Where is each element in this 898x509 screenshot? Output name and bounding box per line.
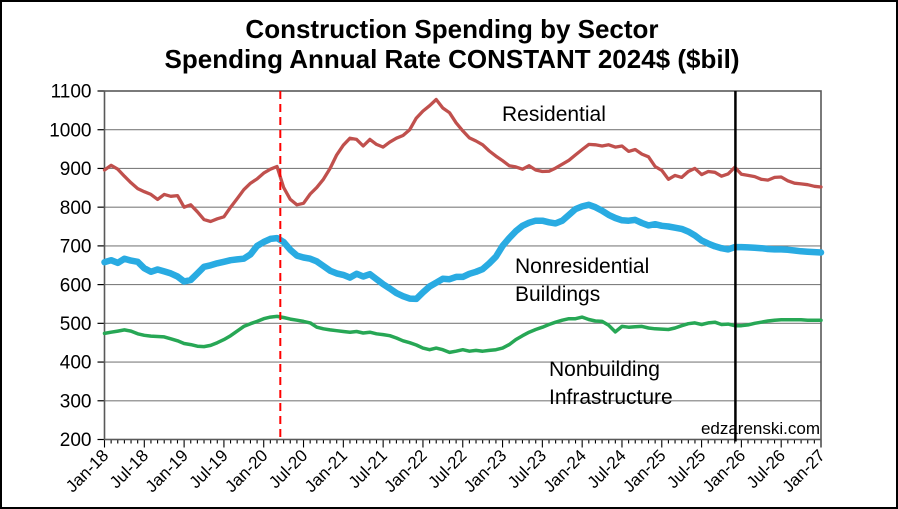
svg-text:500: 500 xyxy=(60,314,92,335)
svg-text:Jan-19: Jan-19 xyxy=(142,446,192,496)
gridlines xyxy=(104,129,821,402)
chart-title-line2: Spending Annual Rate CONSTANT 2024$ ($bi… xyxy=(165,44,740,74)
svg-text:200: 200 xyxy=(60,430,92,451)
series-label-residential: Residential xyxy=(502,103,606,126)
svg-text:600: 600 xyxy=(60,275,92,296)
series-label-nonresidential-line1: Nonresidential xyxy=(515,255,649,278)
series-label-nonbuilding-line2: Infrastructure xyxy=(549,386,673,409)
watermark: edzarenski.com xyxy=(701,419,820,438)
y-axis-labels: 200 300 400 500 600 700 800 900 1000 1100 xyxy=(49,82,92,451)
svg-text:Jan-18: Jan-18 xyxy=(62,446,112,496)
svg-text:400: 400 xyxy=(60,353,92,374)
svg-text:900: 900 xyxy=(60,159,92,180)
svg-text:Jan-27: Jan-27 xyxy=(779,446,829,496)
svg-text:Jan-22: Jan-22 xyxy=(381,446,431,496)
chart-title-line1: Construction Spending by Sector xyxy=(245,14,658,44)
svg-text:Jan-20: Jan-20 xyxy=(221,446,271,496)
svg-text:Jan-26: Jan-26 xyxy=(699,446,749,496)
series-label-nonbuilding-line1: Nonbuilding xyxy=(549,358,660,381)
svg-text:Jan-23: Jan-23 xyxy=(460,446,510,496)
series-label-nonresidential-line2: Buildings xyxy=(515,283,600,306)
svg-text:Jan-21: Jan-21 xyxy=(301,446,351,496)
svg-text:Jan-24: Jan-24 xyxy=(540,446,590,496)
series-lines xyxy=(101,97,825,355)
x-axis-ticks xyxy=(103,439,822,448)
svg-text:300: 300 xyxy=(60,391,92,412)
svg-text:1000: 1000 xyxy=(49,120,91,141)
svg-text:800: 800 xyxy=(60,198,92,219)
svg-text:700: 700 xyxy=(60,237,92,258)
event-marker-lines xyxy=(279,91,737,442)
svg-text:1100: 1100 xyxy=(51,82,92,103)
svg-text:Jan-25: Jan-25 xyxy=(619,446,669,496)
x-axis-labels: Jan-18Jul-18Jan-19Jul-19Jan-20Jul-20Jan-… xyxy=(62,446,829,496)
y-axis-ticks xyxy=(97,90,105,441)
